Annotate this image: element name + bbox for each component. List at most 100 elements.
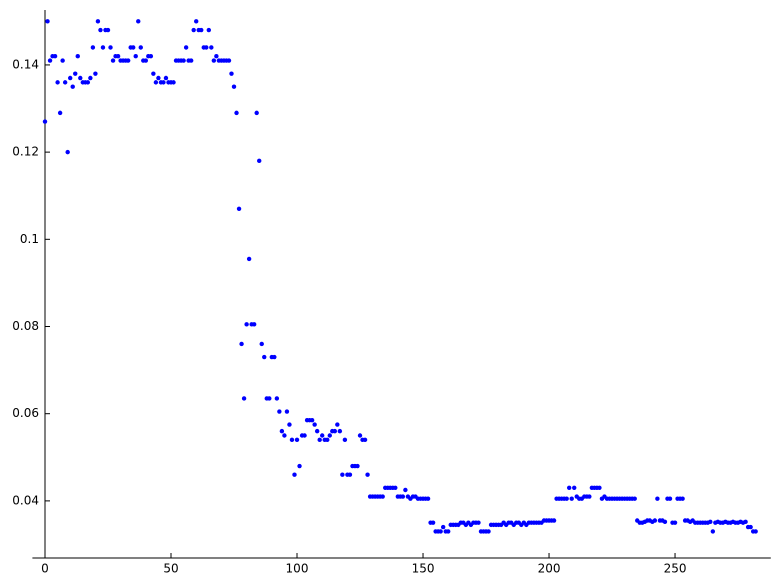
point	[297, 463, 302, 469]
point	[292, 472, 297, 477]
point	[284, 409, 290, 414]
point	[347, 472, 353, 477]
point	[393, 485, 398, 491]
point	[73, 71, 78, 76]
point	[259, 341, 264, 347]
point	[327, 433, 332, 438]
point	[362, 437, 368, 443]
point	[68, 75, 73, 81]
point	[88, 75, 93, 81]
point	[161, 80, 166, 85]
point	[446, 529, 451, 534]
point	[188, 58, 194, 63]
point	[314, 428, 320, 434]
point	[105, 27, 111, 33]
point	[753, 529, 758, 534]
point	[652, 518, 658, 523]
point	[57, 110, 63, 116]
point	[70, 84, 75, 89]
point	[204, 45, 209, 50]
point	[272, 354, 277, 360]
point	[45, 19, 50, 24]
point	[133, 54, 138, 59]
point	[380, 494, 385, 499]
point	[277, 409, 282, 414]
point	[65, 149, 70, 155]
point	[325, 437, 330, 443]
x-tick-label: 150	[412, 562, 435, 576]
point	[226, 58, 232, 63]
point	[332, 428, 338, 434]
y-tick-label: 0.12	[12, 145, 39, 159]
point	[289, 437, 295, 443]
point	[148, 54, 154, 59]
point	[209, 45, 214, 50]
point	[317, 437, 322, 443]
point	[181, 58, 186, 63]
point	[191, 27, 196, 33]
point	[440, 524, 446, 530]
x-tick-label: 250	[664, 562, 687, 576]
point	[246, 256, 252, 262]
y-tick-label: 0.08	[12, 319, 39, 333]
point	[52, 54, 58, 59]
point	[662, 519, 668, 525]
point	[163, 75, 169, 81]
x-tick-label: 100	[286, 562, 309, 576]
point	[234, 110, 239, 116]
point	[632, 496, 637, 501]
point	[229, 71, 234, 76]
point	[566, 485, 572, 491]
point	[267, 396, 272, 401]
point	[214, 54, 219, 59]
point	[287, 422, 292, 427]
point	[171, 80, 176, 85]
y-tick-label: 0.14	[12, 57, 39, 71]
point	[710, 529, 716, 534]
point	[486, 529, 491, 534]
point	[680, 496, 685, 501]
point	[748, 524, 753, 530]
point	[211, 58, 217, 63]
point	[337, 428, 343, 434]
point	[93, 71, 98, 76]
point	[400, 494, 406, 499]
point	[425, 496, 431, 501]
point	[667, 496, 673, 501]
point	[98, 27, 103, 33]
point	[274, 396, 280, 401]
point	[231, 84, 237, 89]
point	[108, 45, 113, 50]
point	[597, 485, 602, 491]
x-tick-label: 200	[538, 562, 561, 576]
point	[90, 45, 96, 50]
point	[251, 322, 257, 327]
point	[55, 80, 60, 85]
point	[143, 58, 149, 63]
point	[257, 158, 262, 164]
point	[282, 433, 287, 438]
y-tick-label: 0.06	[12, 406, 39, 420]
point	[239, 341, 244, 347]
point	[241, 396, 247, 401]
point	[587, 494, 592, 499]
point	[75, 54, 80, 59]
point	[85, 80, 91, 85]
point	[569, 496, 574, 501]
point	[342, 437, 348, 443]
point	[476, 520, 481, 525]
point	[42, 119, 48, 124]
point	[355, 463, 360, 469]
point	[151, 71, 156, 76]
point	[365, 472, 370, 477]
point	[320, 433, 325, 438]
point	[138, 45, 143, 50]
point	[335, 422, 340, 427]
point	[438, 529, 443, 534]
point	[47, 58, 53, 63]
point	[309, 418, 315, 423]
point	[206, 27, 212, 33]
point	[183, 45, 189, 50]
point	[125, 58, 131, 63]
